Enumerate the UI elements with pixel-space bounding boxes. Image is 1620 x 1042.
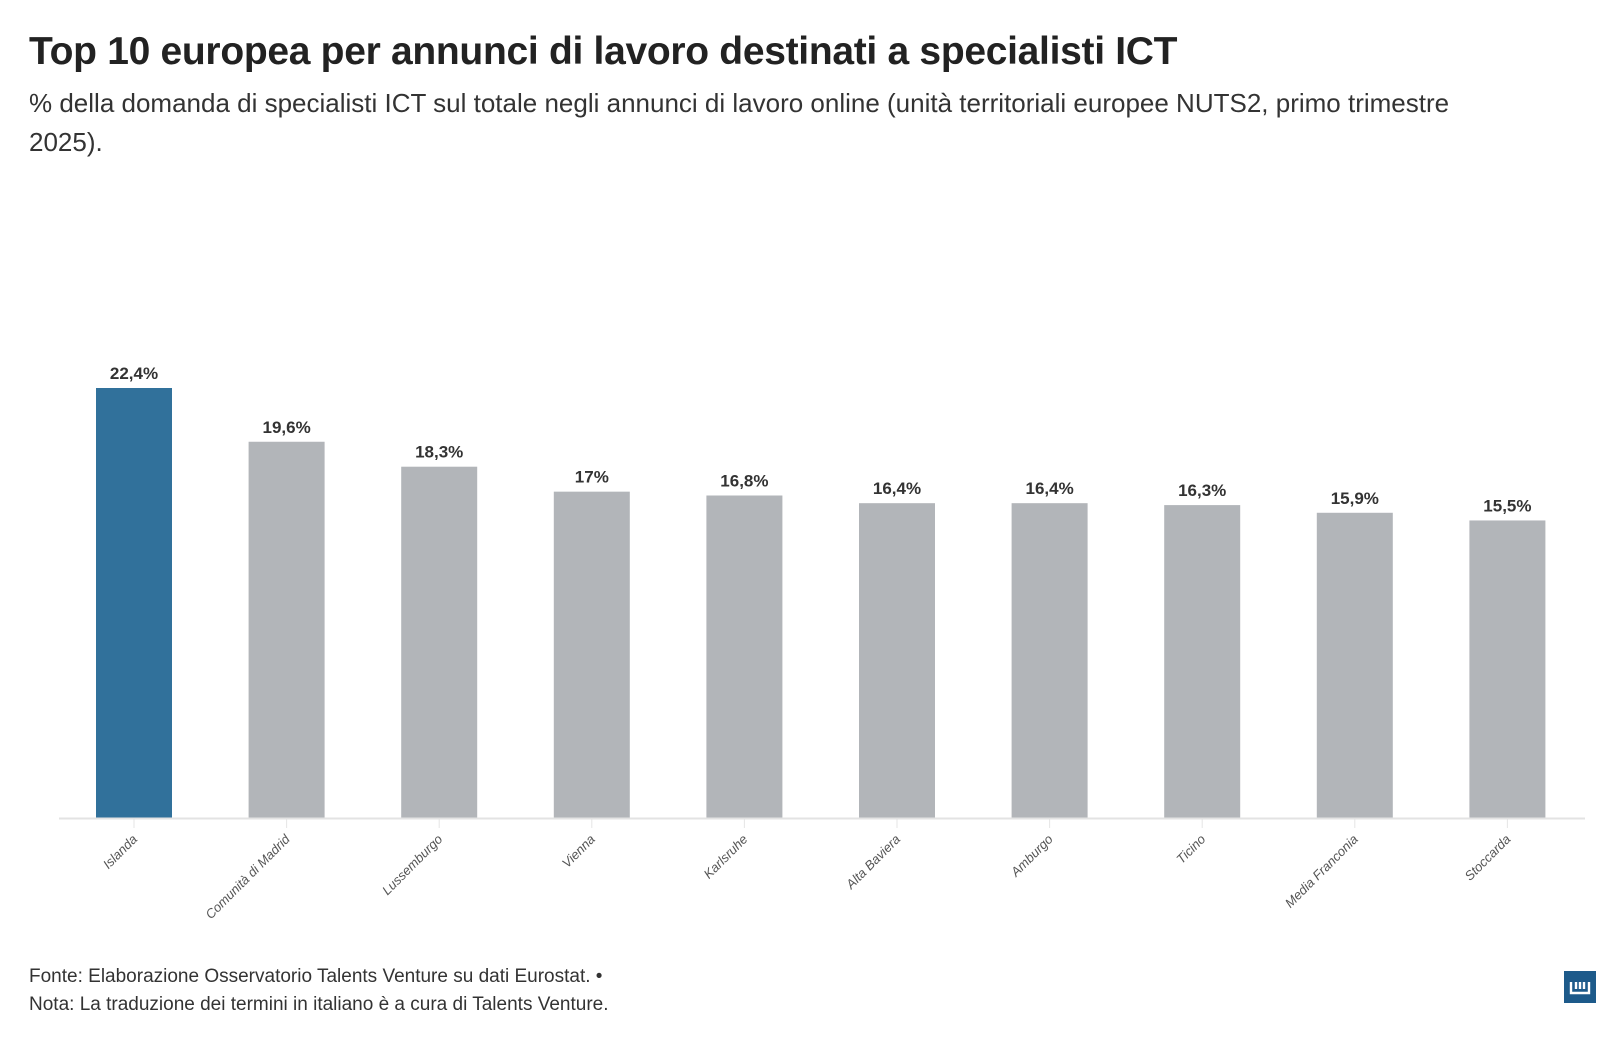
bar xyxy=(859,503,935,818)
data-label: 15,5% xyxy=(1483,496,1531,515)
data-label: 22,4% xyxy=(110,364,158,383)
x-tick-label: Media Franconia xyxy=(1282,832,1361,911)
bar xyxy=(553,491,630,818)
data-label: 19,6% xyxy=(262,418,310,437)
x-tick-label: Karlsruhe xyxy=(701,832,751,882)
data-label: 15,9% xyxy=(1331,489,1379,508)
x-tick-label: Islanda xyxy=(100,832,140,872)
data-label: 16,8% xyxy=(720,472,768,491)
data-label: 17% xyxy=(575,468,609,487)
bar xyxy=(1164,505,1241,818)
chart-subtitle: % della domanda di specialisti ICT sul t… xyxy=(29,88,1450,157)
bar xyxy=(401,466,478,818)
bar xyxy=(1316,512,1393,818)
translation-note: Nota: La traduzione dei termini in itali… xyxy=(29,994,609,1015)
bar xyxy=(1011,503,1088,818)
bar xyxy=(96,388,172,818)
chart-title: Top 10 europea per annunci di lavoro des… xyxy=(29,30,1178,73)
data-label: 16,3% xyxy=(1178,481,1226,500)
data-label: 16,4% xyxy=(1025,479,1073,498)
x-tick-label: Amburgo xyxy=(1007,832,1056,881)
x-tick-label: Comunità di Madrid xyxy=(202,831,293,922)
x-tick-label: Vienna xyxy=(559,832,598,871)
x-tick-label: Lussemburgo xyxy=(379,832,445,898)
bar xyxy=(1469,520,1546,818)
x-tick-label: Alta Baviera xyxy=(842,832,903,893)
source-note: Fonte: Elaborazione Osservatorio Talents… xyxy=(29,966,603,987)
data-label: 16,4% xyxy=(873,479,921,498)
bar xyxy=(706,495,783,818)
bar-chart: 22,4% Islanda 19,6% Comunità di Madrid 18,3%… xyxy=(59,364,1585,922)
x-tick-label: Ticino xyxy=(1173,832,1208,867)
x-tick-label: Stoccarda xyxy=(1462,832,1514,884)
footer: Fonte: Elaborazione Osservatorio Talents… xyxy=(29,963,609,1019)
data-label: 18,3% xyxy=(415,443,463,462)
bar xyxy=(248,441,325,818)
datawrapper-logo-icon[interactable] xyxy=(1564,971,1596,1003)
